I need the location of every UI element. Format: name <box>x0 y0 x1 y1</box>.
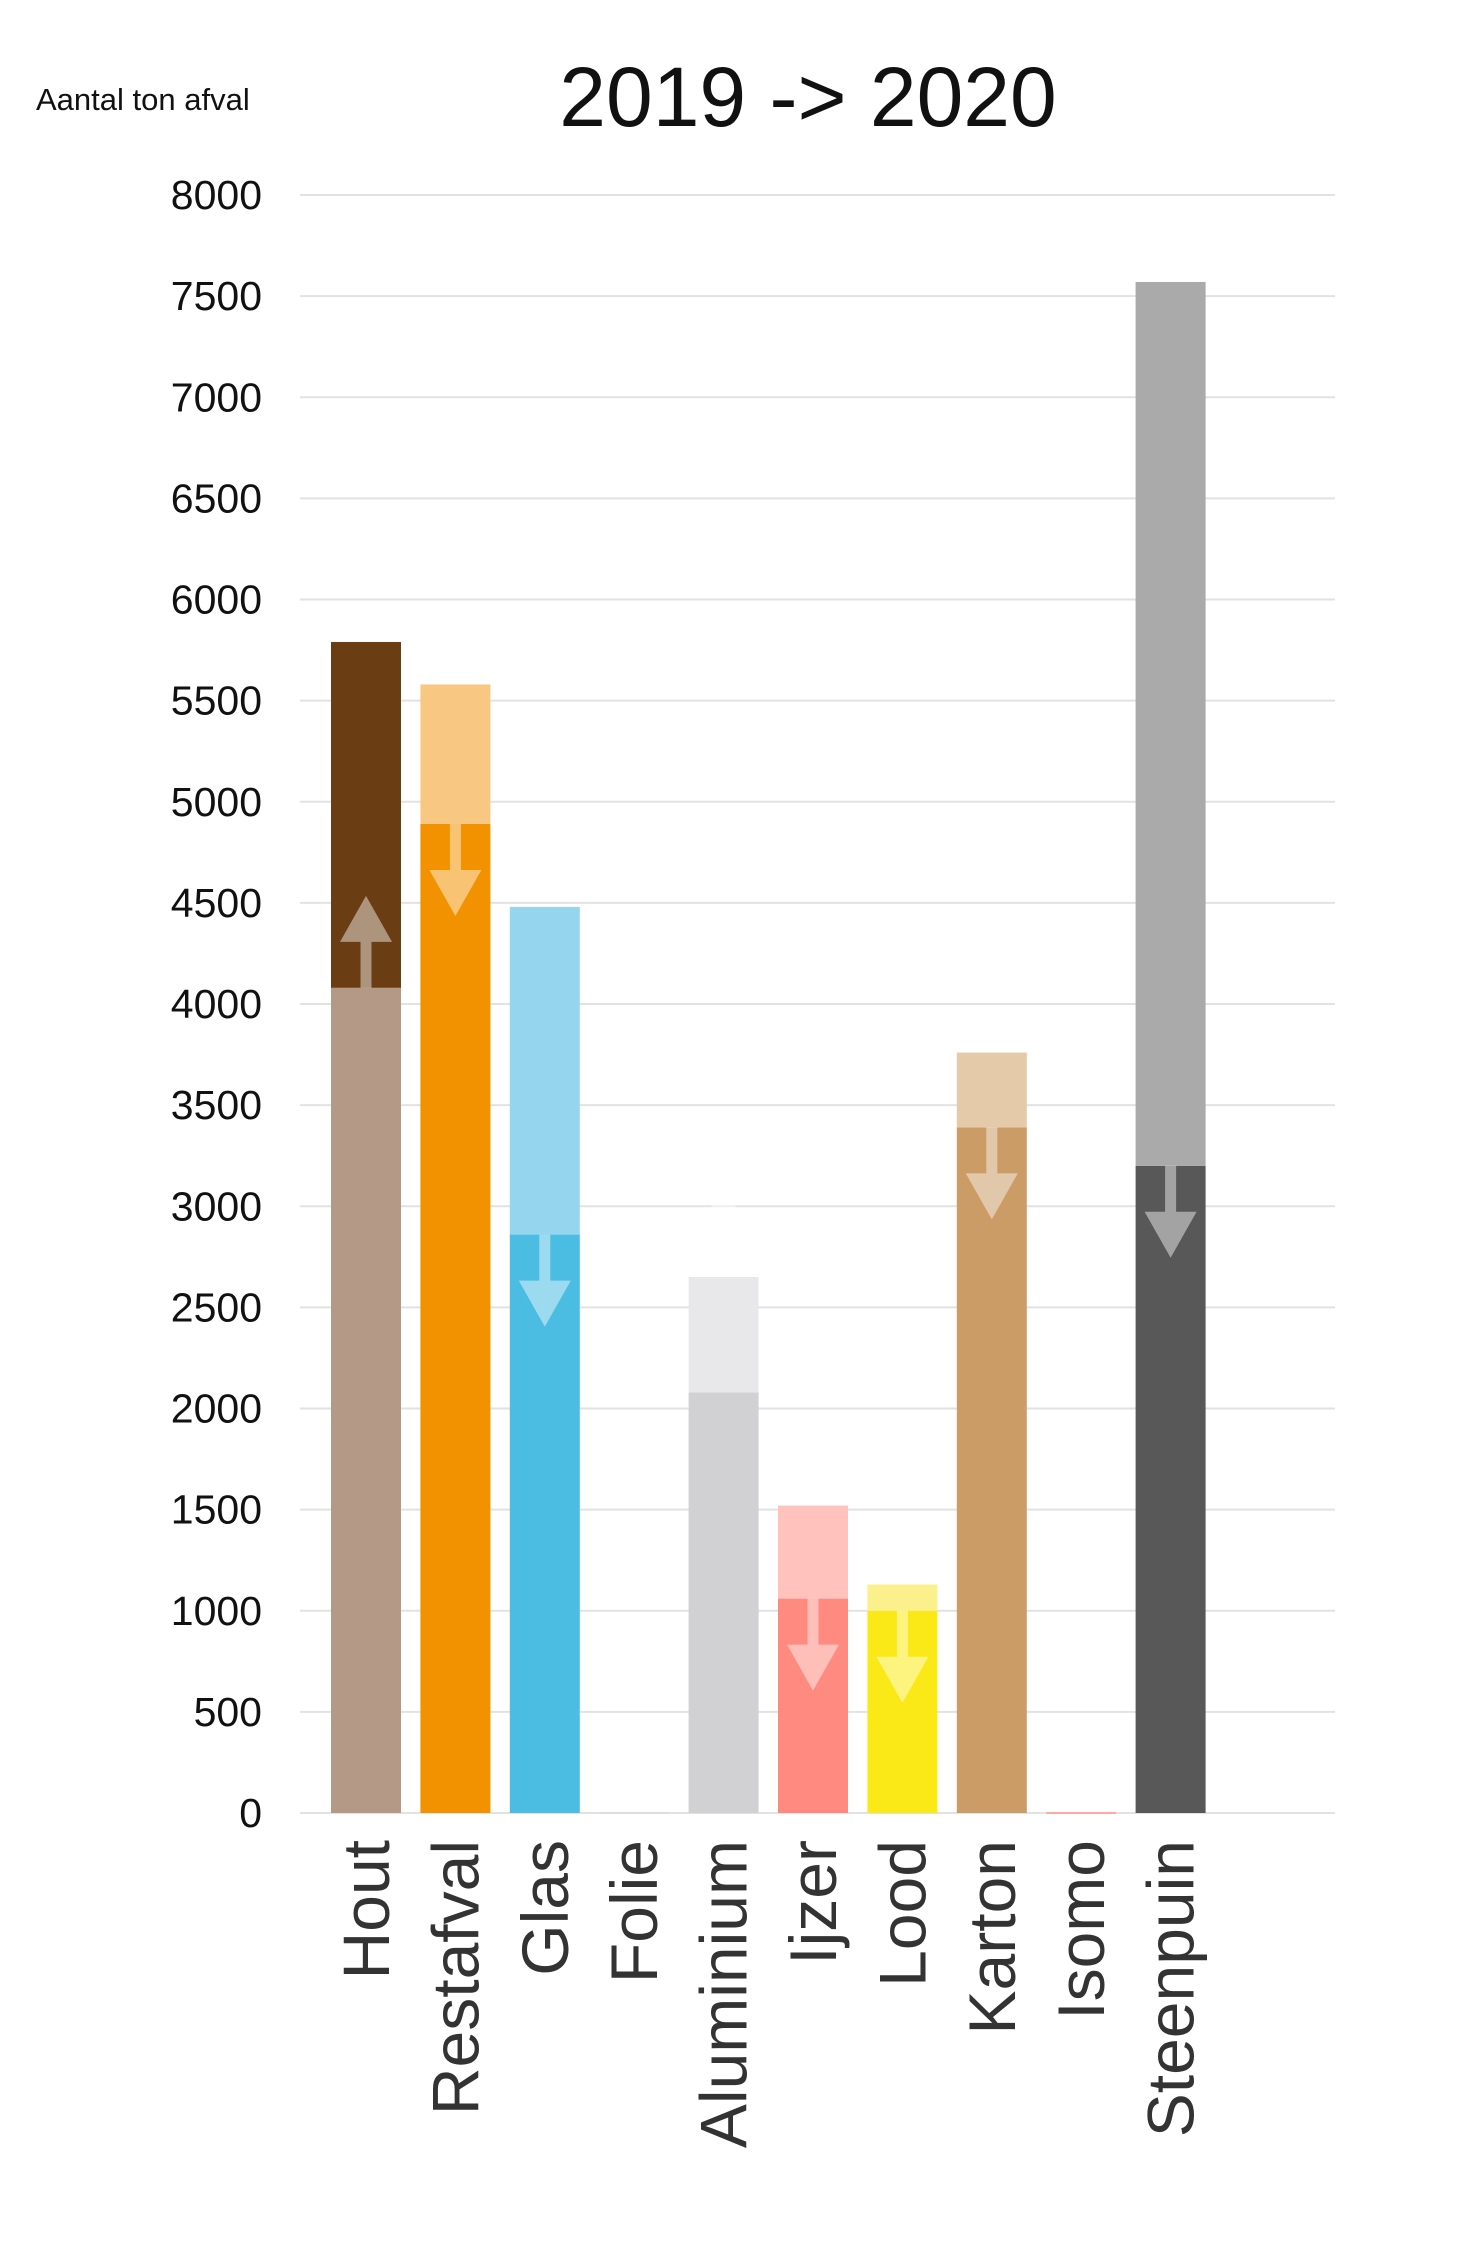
arrow-down-icon <box>429 823 482 916</box>
arrow-down-icon <box>1144 1165 1197 1258</box>
bar-upper <box>688 1277 759 1393</box>
bar-upper <box>331 641 401 988</box>
arrow-down-icon <box>787 1598 839 1691</box>
y-tick-label: 8000 <box>171 172 262 218</box>
y-tick-label: 5500 <box>171 678 262 724</box>
y-tick-label: 6000 <box>171 577 262 623</box>
arrow-down-icon <box>518 1234 571 1327</box>
bar-lower <box>509 1234 580 1813</box>
bar-lower <box>778 1598 848 1813</box>
y-tick-label: 4000 <box>171 981 262 1027</box>
bar-lower <box>1046 1811 1117 1814</box>
x-tick-label: Restafval <box>418 1840 492 2115</box>
bar-upper <box>420 684 491 824</box>
y-tick-label: 6500 <box>171 475 262 521</box>
x-tick-labels: Hout Restafval Glas Folie Aluminium Ijzer Lood… <box>329 1840 1208 2148</box>
y-tick-label: 3000 <box>171 1183 262 1229</box>
bar-lower <box>1135 1165 1206 1813</box>
bar-lower <box>599 1811 670 1814</box>
x-tick-label: Karton <box>955 1840 1029 2034</box>
bar-lower <box>688 1392 759 1813</box>
arrow-down-icon <box>965 1127 1018 1220</box>
bar-lower <box>331 987 401 1813</box>
arrow-up-icon <box>340 895 392 988</box>
x-tick-label: Ijzer <box>776 1840 850 1965</box>
bar-upper <box>1135 281 1206 1166</box>
bar-lower <box>420 823 491 1813</box>
bar-lower <box>956 1127 1027 1813</box>
x-tick-label: Folie <box>597 1840 671 1983</box>
y-tick-label: 2500 <box>171 1284 262 1330</box>
x-tick-label: Lood <box>865 1840 939 1987</box>
y-tick-label: 7500 <box>171 273 262 319</box>
x-tick-label: Glas <box>508 1840 582 1976</box>
bar-upper <box>956 1052 1027 1128</box>
x-tick-label: Hout <box>329 1840 403 1979</box>
y-tick-label: 5000 <box>171 779 262 825</box>
y-tick-label: 4500 <box>171 880 262 926</box>
x-tick-label: Aluminium <box>687 1840 761 2148</box>
y-tick-label: 0 <box>239 1790 262 1836</box>
bar-upper <box>509 906 580 1235</box>
chart-title: 2019 -> 2020 <box>559 50 1056 144</box>
y-tick-label: 500 <box>194 1689 262 1735</box>
bar-upper <box>867 1584 938 1611</box>
bar-upper <box>778 1505 848 1599</box>
x-tick-label: Steenpuin <box>1134 1840 1208 2137</box>
y-tick-label: 3500 <box>171 1082 262 1128</box>
bar-lower <box>867 1610 938 1813</box>
y-tick-label: 2000 <box>171 1386 262 1432</box>
y-tick-label: 1000 <box>171 1588 262 1634</box>
change-arrows <box>340 823 1197 1703</box>
y-tick-label: 7000 <box>171 374 262 420</box>
x-tick-label: Isomo <box>1044 1840 1118 2020</box>
y-tick-label: 1500 <box>171 1487 262 1533</box>
y-axis-label: Aantal ton afval <box>36 82 250 117</box>
y-tick-labels: 0 500 1000 1500 2000 2500 3000 3500 4000 4500 5000… <box>171 172 262 1836</box>
bars <box>331 281 1206 1814</box>
arrow-down-icon <box>876 1610 929 1703</box>
arrow-up-icon <box>697 1185 750 1278</box>
